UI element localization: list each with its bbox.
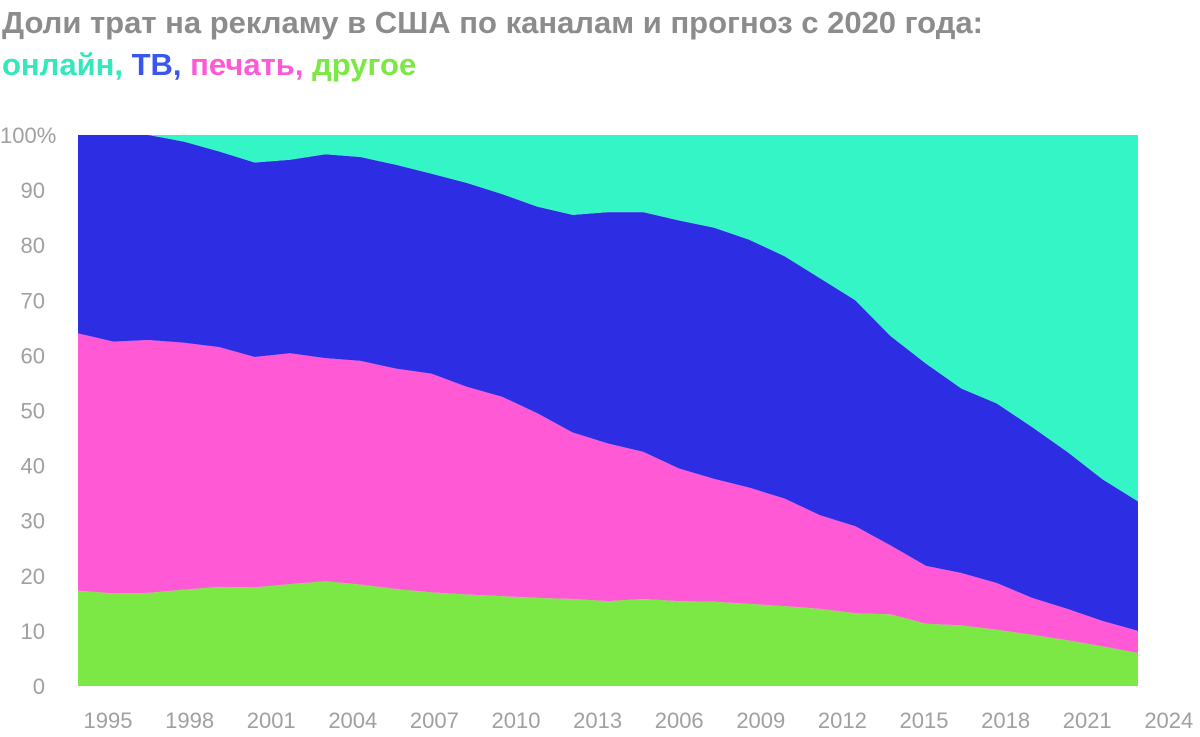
x-tick-label: 2004 <box>328 708 377 733</box>
legend-item-2: печать, <box>190 47 313 82</box>
legend-item-0: онлайн, <box>2 47 132 82</box>
area-0 <box>78 581 1138 686</box>
area-3 <box>78 135 1138 502</box>
title-line: Доли трат на рекламу в США по каналам и … <box>2 5 983 40</box>
y-tick-label: 90 <box>21 178 45 203</box>
area-1 <box>78 333 1138 653</box>
y-tick-label: 0 <box>33 674 45 699</box>
x-tick-label: 1995 <box>84 708 133 733</box>
x-tick-label: 2006 <box>655 708 704 733</box>
y-tick-label: 70 <box>21 288 45 313</box>
y-tick-label: 80 <box>21 233 45 258</box>
x-tick-label: 2021 <box>1063 708 1112 733</box>
x-tick-label: 2018 <box>981 708 1030 733</box>
y-tick-label: 20 <box>21 564 45 589</box>
x-tick-label: 1998 <box>165 708 214 733</box>
x-tick-label: 2010 <box>492 708 541 733</box>
x-tick-label: 2024 <box>1144 708 1193 733</box>
y-tick-label: 30 <box>21 509 45 534</box>
legend-item-3: другое <box>312 47 417 82</box>
legend-item-1: ТВ, <box>131 47 191 82</box>
y-tick-label: 60 <box>21 343 45 368</box>
y-tick-label: 40 <box>21 454 45 479</box>
inline-legend: онлайн, ТВ, печать, другое <box>2 44 983 86</box>
x-tick-label: 2015 <box>900 708 949 733</box>
x-tick-label: 2013 <box>573 708 622 733</box>
y-tick-label: 10 <box>21 619 45 644</box>
y-tick-label: 100% <box>0 123 56 148</box>
y-tick-label: 50 <box>21 399 45 424</box>
x-tick-label: 2001 <box>247 708 296 733</box>
x-tick-label: 2012 <box>818 708 867 733</box>
x-tick-label: 2009 <box>736 708 785 733</box>
chart-title: Доли трат на рекламу в США по каналам и … <box>2 2 983 86</box>
area-2 <box>78 135 1138 631</box>
x-tick-label: 2007 <box>410 708 459 733</box>
